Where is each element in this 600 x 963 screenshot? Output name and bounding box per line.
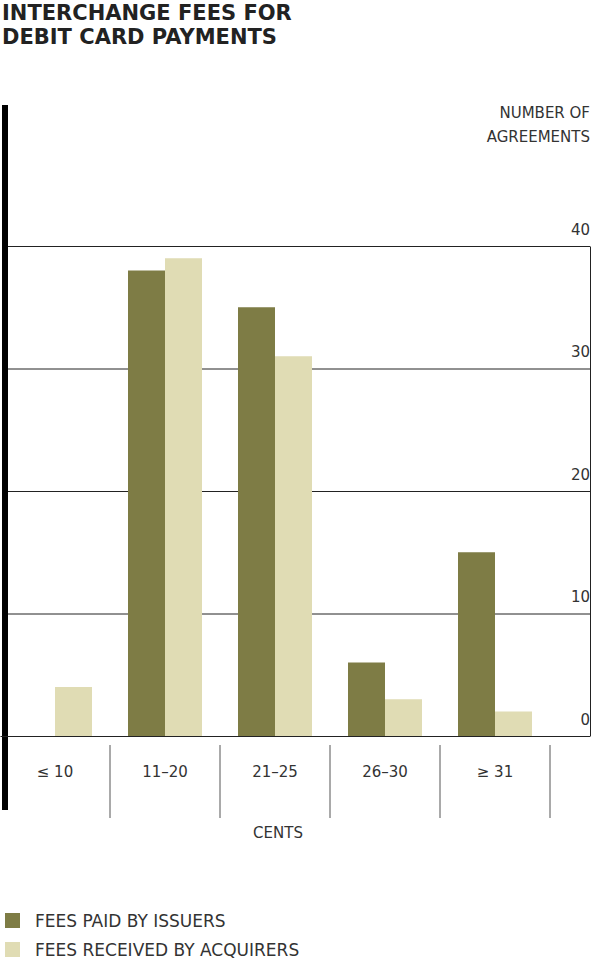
bar [238, 307, 275, 736]
bars [55, 258, 532, 736]
bar [348, 663, 385, 737]
x-tick-label: ≤ 10 [37, 763, 73, 781]
x-tick-label: 11–20 [142, 763, 188, 781]
legend-swatch [5, 913, 20, 928]
x-tick: ≤ 10 [37, 736, 73, 781]
chart: INTERCHANGE FEES FORDEBIT CARD PAYMENTS N… [0, 0, 600, 963]
bar [18, 736, 55, 737]
bar [165, 258, 202, 736]
x-axis: ≤ 10 11–20 21–25 26–30 ≥ 31 [1, 736, 551, 781]
x-axis-title: CENTS [253, 824, 303, 842]
x-tick-label: ≥ 31 [477, 763, 513, 781]
title: INTERCHANGE FEES FORDEBIT CARD PAYMENTS [2, 1, 292, 49]
bar [128, 271, 165, 737]
legend: FEES PAID BY ISSUERS FEES RECEIVED BY ACQ… [5, 911, 299, 960]
y-tick-label: 40 [571, 221, 590, 239]
x-tick: ≥ 31 [477, 736, 513, 781]
legend-swatch [5, 942, 20, 957]
frame-bar [2, 105, 8, 810]
y-tick-label: 10 [571, 588, 590, 606]
divider [330, 745, 331, 818]
bar [275, 356, 312, 736]
x-tick-label: 26–30 [362, 763, 408, 781]
x-axis-line [1, 736, 551, 737]
divider [440, 745, 441, 818]
y-tick-label: 0 [580, 711, 590, 729]
x-tick: 21–25 [252, 736, 298, 781]
y-tick-label: 20 [571, 466, 590, 484]
y-tick: 40 [8, 221, 590, 247]
x-tick: 11–20 [142, 736, 188, 781]
divider [220, 745, 221, 818]
grid-line [8, 246, 590, 247]
x-tick-label: 21–25 [252, 763, 298, 781]
y-tick-label: 30 [571, 343, 590, 361]
divider [110, 745, 111, 818]
legend-label: FEES RECEIVED BY ACQUIRERS [35, 940, 299, 960]
bar [495, 712, 532, 737]
y-axis-title: NUMBER OFAGREEMENTS [487, 104, 590, 146]
divider [550, 745, 551, 818]
bar [458, 552, 495, 736]
legend-label: FEES PAID BY ISSUERS [35, 911, 226, 931]
y-axis-line [590, 247, 591, 737]
x-tick: 26–30 [362, 736, 408, 781]
y-axis: 0 10 20 30 40 [8, 221, 591, 737]
bar [55, 687, 92, 736]
bar [385, 699, 422, 736]
